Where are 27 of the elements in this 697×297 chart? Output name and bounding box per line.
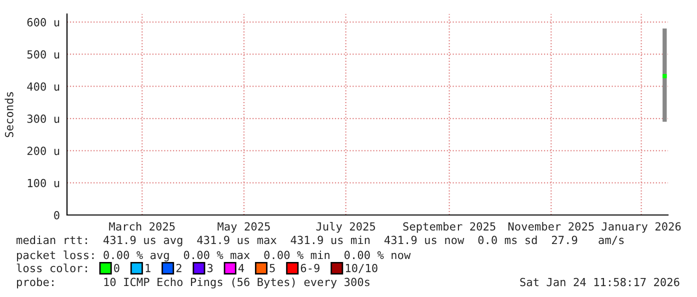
legend-label: 4 bbox=[238, 264, 244, 272]
legend-label: 1 bbox=[146, 264, 150, 272]
x-tick-label: July 2025 bbox=[316, 222, 376, 233]
y-tick-label: 500 u bbox=[27, 50, 60, 59]
y-tick-label: 100 u bbox=[28, 178, 60, 188]
y-tick-label: 300 u bbox=[27, 114, 60, 123]
y-tick-label: 0 bbox=[54, 211, 60, 220]
x-tick-label: March 2025 bbox=[109, 222, 175, 231]
legend-label: 3 bbox=[207, 264, 213, 272]
text: median rtt: 431.9 us avg 431.9 us max 431.9 us min 431.9 us now 0.0 ms sd 27.9 am/s bbox=[16, 236, 624, 246]
y-tick-label: 600 u bbox=[27, 18, 60, 26]
text: Sat Jan 24 11:58:17 2026 bbox=[520, 278, 680, 286]
y-tick-label: 400 u bbox=[27, 82, 60, 91]
legend-title: loss color: bbox=[16, 264, 87, 272]
y-tick-label: 200 u bbox=[27, 146, 60, 156]
x-tick-label: November 2025 bbox=[508, 222, 594, 231]
legend-label: 6-9 bbox=[300, 264, 320, 272]
text: probe: 10 ICMP Echo Pings (56 Bytes) every 300s bbox=[17, 278, 370, 288]
x-tick-label: May 2025 bbox=[218, 222, 270, 233]
legend-label: 5 bbox=[270, 264, 275, 272]
legend-label: 2 bbox=[176, 264, 182, 272]
legend-label: 0 bbox=[114, 264, 120, 272]
y-axis-title: Seconds bbox=[4, 92, 14, 138]
text: packet loss: 0.00 % avg 0.00 % max 0.00 % min 0.00 % now bbox=[17, 250, 411, 262]
legend-label: 10/10 bbox=[346, 264, 378, 274]
x-tick-label: January 2026 bbox=[602, 222, 681, 233]
x-tick-label: September 2025 bbox=[403, 222, 496, 233]
